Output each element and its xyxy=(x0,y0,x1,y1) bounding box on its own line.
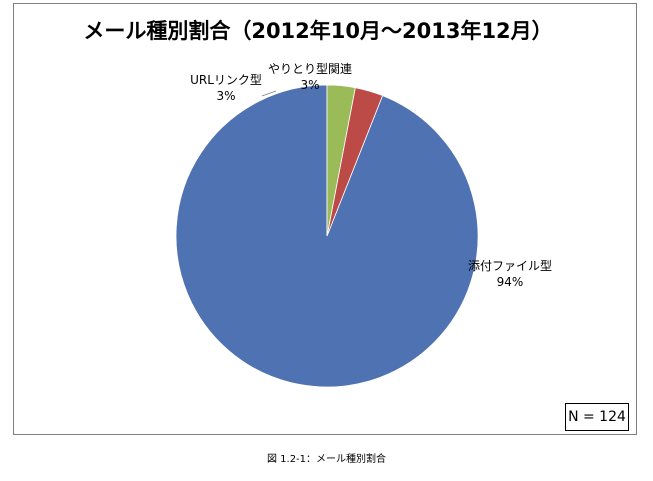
slice-label-1: 添付ファイル型 xyxy=(468,259,552,273)
slice-value-label-3: 3% xyxy=(300,78,319,92)
slice-label-2: URLリンク型 xyxy=(190,73,262,87)
leader-line-2 xyxy=(261,90,277,97)
leader-lines xyxy=(261,90,277,97)
slice-value-label-2: 3% xyxy=(216,89,235,103)
pie-slices xyxy=(175,84,479,388)
figure-caption: 図 1.2-1：メール種別割合 xyxy=(266,454,387,465)
pie-slice-3 xyxy=(326,84,356,237)
slice-label-3: やりとり型関連 xyxy=(268,62,352,76)
slice-labels: 添付ファイル型 94% URLリンク型 3% やりとり型関連 3% xyxy=(190,62,552,289)
chart-title: メール種別割合（2012年10月～2013年12月） xyxy=(83,19,552,43)
slice-value-label-1: 94% xyxy=(497,275,524,289)
sample-size-box: N = 124 xyxy=(565,403,629,431)
